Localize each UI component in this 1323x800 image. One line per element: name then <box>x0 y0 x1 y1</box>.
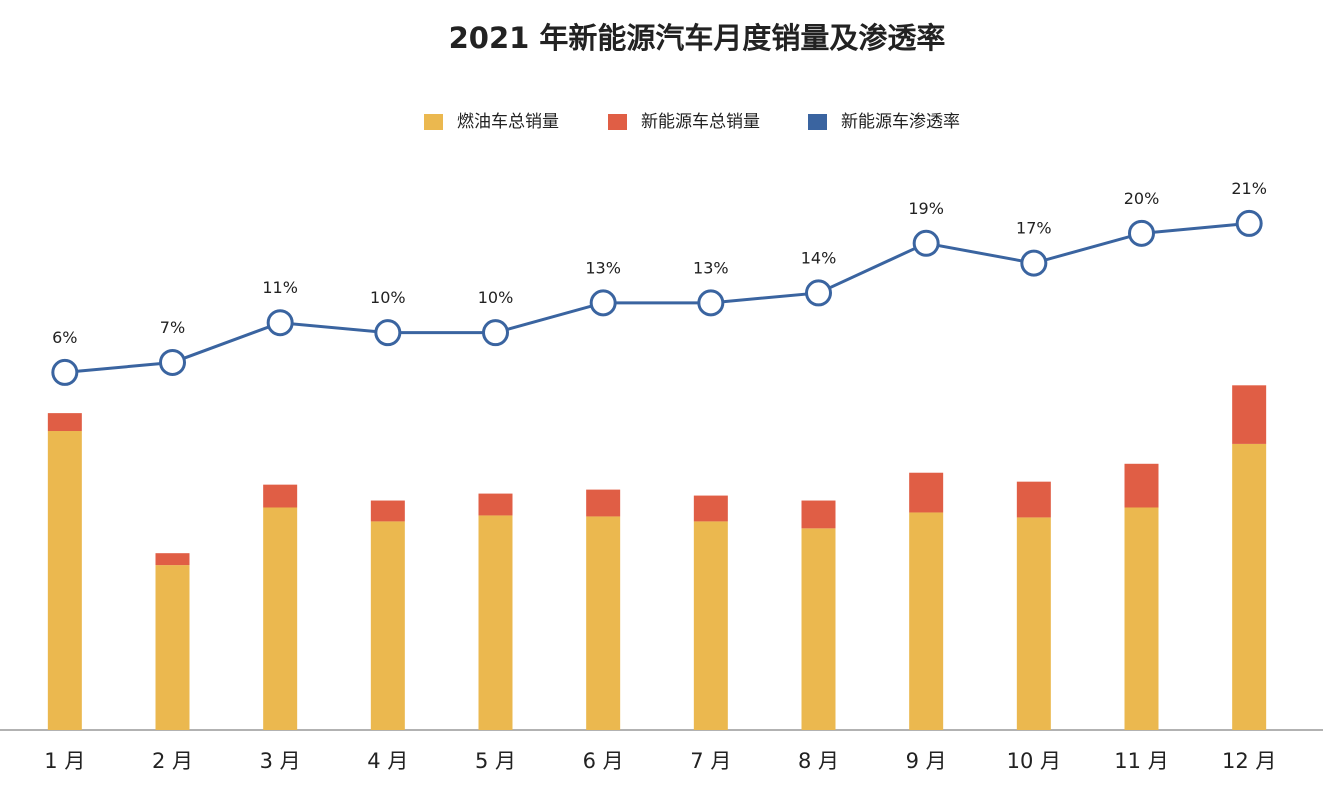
bar <box>1232 443 1267 730</box>
line-point <box>1235 209 1263 237</box>
bar <box>370 521 405 730</box>
legend-label: 燃油车总销量 <box>457 112 559 132</box>
data-label: 7% <box>160 318 185 337</box>
bar <box>478 515 513 730</box>
line-point <box>1020 249 1048 277</box>
bar <box>478 493 513 516</box>
bar <box>586 489 621 517</box>
line <box>64 221 1250 374</box>
line-point <box>589 289 617 317</box>
x-tick-label: 10 月 <box>1007 749 1061 773</box>
line-point <box>374 319 402 347</box>
data-label: 10% <box>370 288 406 307</box>
bar <box>1124 507 1159 730</box>
bar <box>263 484 298 508</box>
legend-label: 新能源车渗透率 <box>841 112 960 132</box>
bar <box>801 500 836 529</box>
data-label: 14% <box>801 248 837 267</box>
data-label: 6% <box>52 328 77 347</box>
x-tick-label: 7 月 <box>690 749 731 773</box>
line-point <box>266 309 294 337</box>
bar <box>801 528 836 730</box>
bar <box>586 516 621 730</box>
bar <box>1124 463 1159 508</box>
line-point <box>1128 219 1155 247</box>
bar <box>1016 517 1051 730</box>
bar <box>155 565 190 730</box>
x-tick-label: 12 月 <box>1222 749 1276 773</box>
line-point <box>805 279 832 307</box>
line-point <box>482 319 509 347</box>
bar <box>47 431 82 730</box>
bar <box>693 495 728 522</box>
data-label: 13% <box>585 258 621 277</box>
x-tick-label: 8 月 <box>798 749 839 773</box>
data-label: 10% <box>478 288 514 307</box>
bar <box>1232 385 1267 444</box>
bar <box>1016 481 1051 518</box>
bar <box>909 472 944 513</box>
data-label: 19% <box>908 199 944 218</box>
line-point <box>159 348 186 376</box>
bar <box>263 507 298 730</box>
legend-swatch <box>608 114 627 130</box>
bar <box>47 413 82 432</box>
x-tick-label: 4 月 <box>367 749 408 773</box>
x-tick-label: 2 月 <box>152 749 193 773</box>
legend-label: 新能源车总销量 <box>641 112 760 132</box>
line-point <box>912 229 940 257</box>
x-tick-label: 6 月 <box>583 749 624 773</box>
data-label: 11% <box>262 278 298 297</box>
data-label: 17% <box>1016 219 1052 238</box>
x-tick-label: 11 月 <box>1114 749 1168 773</box>
x-tick-label: 1 月 <box>44 749 85 773</box>
bar <box>155 553 190 566</box>
x-tick-label: 5 月 <box>475 749 516 773</box>
x-tick-label: 3 月 <box>260 749 301 773</box>
data-label: 21% <box>1231 179 1267 198</box>
x-tick-label: 9 月 <box>906 749 947 773</box>
line-point <box>51 358 79 386</box>
line-point <box>697 289 725 317</box>
legend-swatch <box>424 114 443 130</box>
data-label: 20% <box>1124 189 1160 208</box>
data-label: 13% <box>693 258 729 277</box>
bar <box>370 500 405 522</box>
chart-title: 2021 年新能源汽车月度销量及渗透率 <box>449 21 946 55</box>
bar <box>693 521 728 730</box>
legend-swatch <box>808 114 827 130</box>
bar <box>909 512 944 730</box>
